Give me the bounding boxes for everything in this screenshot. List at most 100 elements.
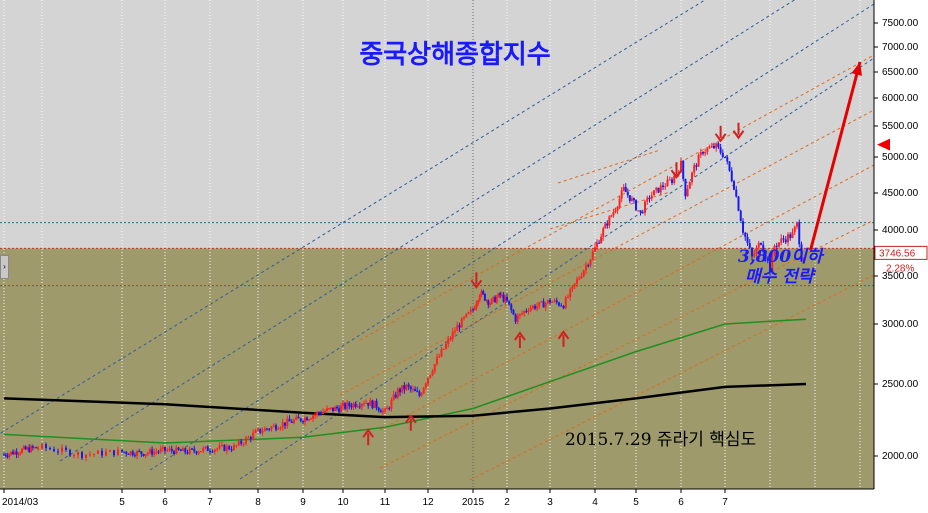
- x-tick-label: 9: [300, 497, 306, 508]
- candle-body: [182, 448, 184, 452]
- candle-body: [573, 283, 576, 286]
- candle-body: [662, 185, 664, 187]
- candle-body: [57, 451, 59, 453]
- candle-body: [485, 300, 488, 302]
- strategy-annotation-line1: 3,800이하: [738, 247, 825, 267]
- candle-body: [742, 221, 744, 233]
- candle-body: [429, 375, 432, 378]
- candle-body: [793, 226, 796, 233]
- candle-body: [21, 449, 23, 453]
- candle-body: [218, 445, 221, 449]
- candle-body: [487, 300, 490, 305]
- candle-body: [653, 190, 655, 196]
- lower-zone: [0, 248, 874, 489]
- candle-body: [65, 447, 67, 450]
- candle-body: [275, 425, 277, 430]
- candle-body: [399, 388, 402, 393]
- upper-zone: [0, 0, 874, 249]
- candle-body: [394, 394, 397, 398]
- candle-body: [302, 421, 304, 423]
- candle-body: [197, 451, 200, 454]
- candle-body: [691, 172, 693, 183]
- candle-body: [598, 242, 601, 244]
- candle-body: [576, 279, 578, 284]
- candle-body: [562, 305, 565, 309]
- candle-body: [673, 175, 676, 183]
- candle-body: [721, 152, 724, 158]
- candle-body: [571, 285, 574, 290]
- candle-body: [538, 302, 541, 306]
- candle-body: [161, 447, 164, 449]
- candle-body: [109, 450, 111, 452]
- candle-body: [37, 448, 40, 450]
- candle-body: [401, 385, 404, 393]
- candle-body: [354, 403, 357, 407]
- candle-body: [594, 247, 596, 252]
- candle-body: [179, 449, 182, 452]
- candle-body: [209, 451, 211, 453]
- candle-body: [284, 422, 286, 426]
- candle-body: [684, 178, 687, 197]
- x-tick-label: 2: [504, 497, 510, 508]
- y-tick-label: 2500.00: [882, 379, 919, 390]
- candle-body: [666, 179, 669, 187]
- chart-caption: 2015.7.29 쥬라기 핵심도: [565, 430, 756, 450]
- candle-body: [587, 265, 590, 267]
- candle-body: [591, 251, 594, 260]
- candle-body: [41, 444, 43, 449]
- candle-body: [504, 297, 507, 302]
- candle-body: [270, 426, 273, 430]
- candle-body: [451, 331, 454, 339]
- candle-body: [77, 452, 79, 456]
- candle-body: [596, 242, 599, 248]
- candle-body: [497, 293, 500, 298]
- candle-body: [93, 453, 95, 455]
- candle-body: [726, 157, 729, 162]
- candle-body: [500, 294, 503, 296]
- candle-body: [31, 446, 34, 448]
- candle-body: [433, 364, 436, 372]
- candle-body: [542, 301, 545, 308]
- candle-body: [223, 444, 226, 451]
- left-scroll-handle[interactable]: ›: [0, 255, 9, 279]
- candle-body: [306, 417, 308, 421]
- candle-body: [216, 448, 219, 450]
- candle-body: [644, 201, 646, 213]
- candle-body: [478, 295, 481, 301]
- candle-body: [168, 448, 171, 450]
- candle-body: [342, 403, 344, 406]
- candle-body: [516, 315, 519, 322]
- candle-body: [715, 143, 718, 149]
- candle-body: [129, 451, 132, 455]
- candle-body: [10, 451, 13, 454]
- candle-body: [760, 242, 762, 245]
- candle-body: [744, 232, 747, 237]
- candle-body: [221, 444, 223, 446]
- candle-body: [377, 407, 380, 411]
- candle-body: [81, 452, 83, 458]
- candle-body: [746, 236, 749, 244]
- y-tick-label: 7000.00: [882, 42, 919, 53]
- candle-body: [35, 447, 38, 449]
- candle-body: [263, 428, 266, 432]
- up-marker-head: [404, 414, 417, 424]
- candle-body: [420, 393, 423, 396]
- candle-body: [127, 453, 130, 455]
- candle-body: [458, 325, 461, 328]
- candle-body: [523, 311, 526, 314]
- y-tick-label: 4500.00: [882, 188, 919, 199]
- candle-body: [121, 449, 123, 452]
- up-marker-head: [557, 330, 570, 340]
- candle-body: [101, 450, 103, 456]
- candle-body: [249, 437, 252, 439]
- candle-body: [769, 261, 771, 273]
- candle-body: [164, 447, 166, 451]
- up-marker-head: [362, 428, 375, 438]
- candle-body: [704, 151, 707, 154]
- candle-body: [257, 428, 259, 431]
- candle-body: [133, 455, 136, 457]
- candle-body: [699, 152, 702, 155]
- candle-body: [113, 450, 115, 456]
- candle-body: [540, 301, 543, 303]
- candle-body: [780, 238, 783, 243]
